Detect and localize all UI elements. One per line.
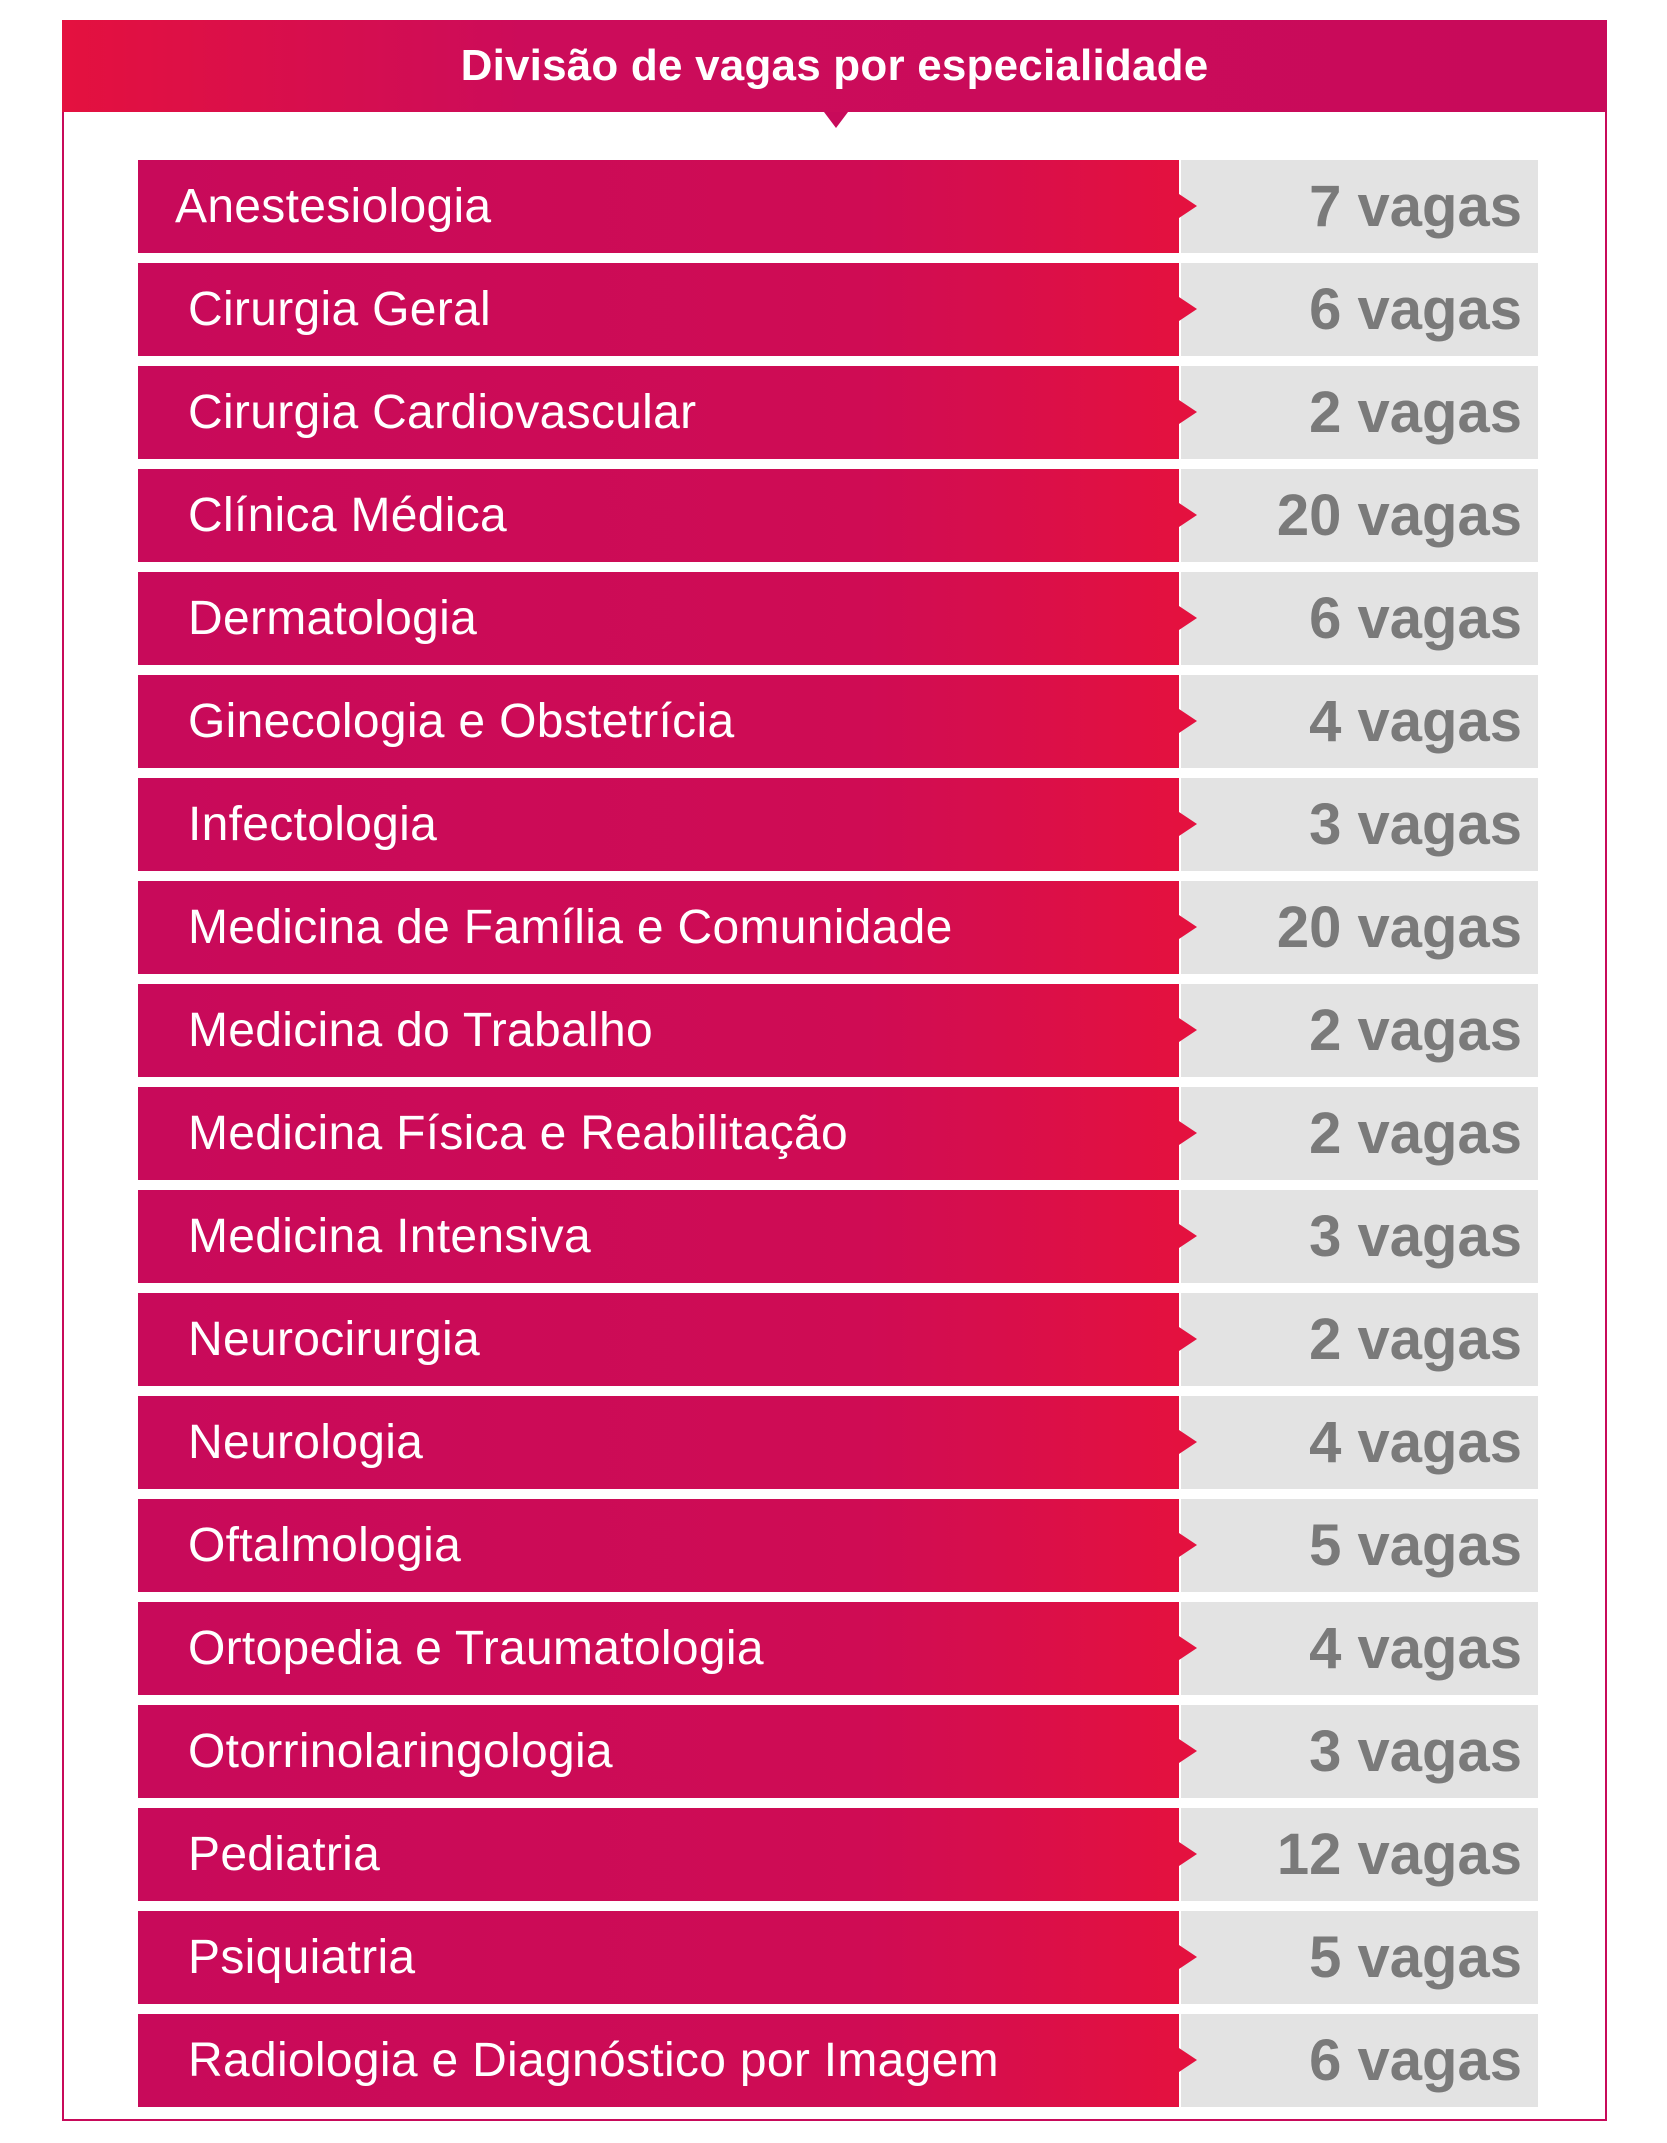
- arrow-right-icon: [1179, 1224, 1197, 1248]
- list-item: Clínica Médica 20 vagas: [138, 469, 1538, 562]
- arrow-right-icon: [1179, 1945, 1197, 1969]
- list-item: Medicina do Trabalho 2 vagas: [138, 984, 1538, 1077]
- vacancy-count: 7 vagas: [1181, 160, 1538, 253]
- arrow-right-icon: [1179, 1327, 1197, 1351]
- specialty-name: Medicina do Trabalho: [138, 984, 1179, 1077]
- list-item: Dermatologia 6 vagas: [138, 572, 1538, 665]
- list-item: Infectologia 3 vagas: [138, 778, 1538, 871]
- arrow-right-icon: [1179, 1739, 1197, 1763]
- vacancy-count: 2 vagas: [1181, 984, 1538, 1077]
- vacancy-count: 3 vagas: [1181, 778, 1538, 871]
- list-item: Otorrinolaringologia 3 vagas: [138, 1705, 1538, 1798]
- vacancy-count: 6 vagas: [1181, 263, 1538, 356]
- specialty-name: Infectologia: [138, 778, 1179, 871]
- arrow-right-icon: [1179, 1121, 1197, 1145]
- list-item: Ortopedia e Traumatologia 4 vagas: [138, 1602, 1538, 1695]
- vacancy-count: 20 vagas: [1181, 469, 1538, 562]
- list-item: Pediatria 12 vagas: [138, 1808, 1538, 1901]
- vacancy-count: 2 vagas: [1181, 1293, 1538, 1386]
- arrow-right-icon: [1179, 915, 1197, 939]
- arrow-right-icon: [1179, 297, 1197, 321]
- arrow-right-icon: [1179, 1430, 1197, 1454]
- specialty-name: Neurocirurgia: [138, 1293, 1179, 1386]
- vacancy-count: 4 vagas: [1181, 1396, 1538, 1489]
- arrow-right-icon: [1179, 709, 1197, 733]
- specialty-name: Radiologia e Diagnóstico por Imagem: [138, 2014, 1179, 2107]
- vacancy-count: 3 vagas: [1181, 1705, 1538, 1798]
- specialty-name: Neurologia: [138, 1396, 1179, 1489]
- specialty-name: Cirurgia Cardiovascular: [138, 366, 1179, 459]
- vacancy-count: 6 vagas: [1181, 572, 1538, 665]
- arrow-right-icon: [1179, 812, 1197, 836]
- specialty-name: Medicina de Família e Comunidade: [138, 881, 1179, 974]
- list-item: Ginecologia e Obstetrícia 4 vagas: [138, 675, 1538, 768]
- list-item: Radiologia e Diagnóstico por Imagem 6 va…: [138, 2014, 1538, 2107]
- arrow-right-icon: [1179, 1842, 1197, 1866]
- list-item: Medicina Física e Reabilitação 2 vagas: [138, 1087, 1538, 1180]
- arrow-right-icon: [1179, 1636, 1197, 1660]
- specialty-name: Oftalmologia: [138, 1499, 1179, 1592]
- arrow-right-icon: [1179, 1018, 1197, 1042]
- vacancy-count: 3 vagas: [1181, 1190, 1538, 1283]
- arrow-right-icon: [1179, 503, 1197, 527]
- vacancy-count: 20 vagas: [1181, 881, 1538, 974]
- specialty-name: Pediatria: [138, 1808, 1179, 1901]
- specialty-name: Medicina Intensiva: [138, 1190, 1179, 1283]
- specialty-name: Cirurgia Geral: [138, 263, 1179, 356]
- list-item: Psiquiatria 5 vagas: [138, 1911, 1538, 2004]
- list-item: Neurocirurgia 2 vagas: [138, 1293, 1538, 1386]
- vacancy-count: 5 vagas: [1181, 1911, 1538, 2004]
- specialty-name: Otorrinolaringologia: [138, 1705, 1179, 1798]
- specialty-name: Clínica Médica: [138, 469, 1179, 562]
- vacancy-count: 6 vagas: [1181, 2014, 1538, 2107]
- arrow-right-icon: [1179, 2048, 1197, 2072]
- vacancy-count: 5 vagas: [1181, 1499, 1538, 1592]
- specialty-name: Medicina Física e Reabilitação: [138, 1087, 1179, 1180]
- specialty-name: Dermatologia: [138, 572, 1179, 665]
- specialty-list: Anestesiologia 7 vagas Cirurgia Geral 6 …: [138, 160, 1538, 2117]
- specialty-name: Ginecologia e Obstetrícia: [138, 675, 1179, 768]
- vacancy-count: 2 vagas: [1181, 1087, 1538, 1180]
- vacancy-count: 12 vagas: [1181, 1808, 1538, 1901]
- arrow-right-icon: [1179, 606, 1197, 630]
- list-item: Cirurgia Cardiovascular 2 vagas: [138, 366, 1538, 459]
- page-title: Divisão de vagas por especialidade: [460, 41, 1209, 90]
- list-item: Oftalmologia 5 vagas: [138, 1499, 1538, 1592]
- specialty-name: Psiquiatria: [138, 1911, 1179, 2004]
- vacancy-count: 4 vagas: [1181, 1602, 1538, 1695]
- specialty-name: Ortopedia e Traumatologia: [138, 1602, 1179, 1695]
- header-banner: Divisão de vagas por especialidade: [62, 20, 1607, 112]
- list-item: Medicina Intensiva 3 vagas: [138, 1190, 1538, 1283]
- header-pointer: [824, 112, 848, 128]
- vacancy-count: 4 vagas: [1181, 675, 1538, 768]
- arrow-right-icon: [1179, 400, 1197, 424]
- list-item: Anestesiologia 7 vagas: [138, 160, 1538, 253]
- list-item: Medicina de Família e Comunidade 20 vaga…: [138, 881, 1538, 974]
- arrow-right-icon: [1179, 194, 1197, 218]
- vacancy-count: 2 vagas: [1181, 366, 1538, 459]
- specialty-name: Anestesiologia: [138, 160, 1179, 253]
- arrow-right-icon: [1179, 1533, 1197, 1557]
- list-item: Neurologia 4 vagas: [138, 1396, 1538, 1489]
- list-item: Cirurgia Geral 6 vagas: [138, 263, 1538, 356]
